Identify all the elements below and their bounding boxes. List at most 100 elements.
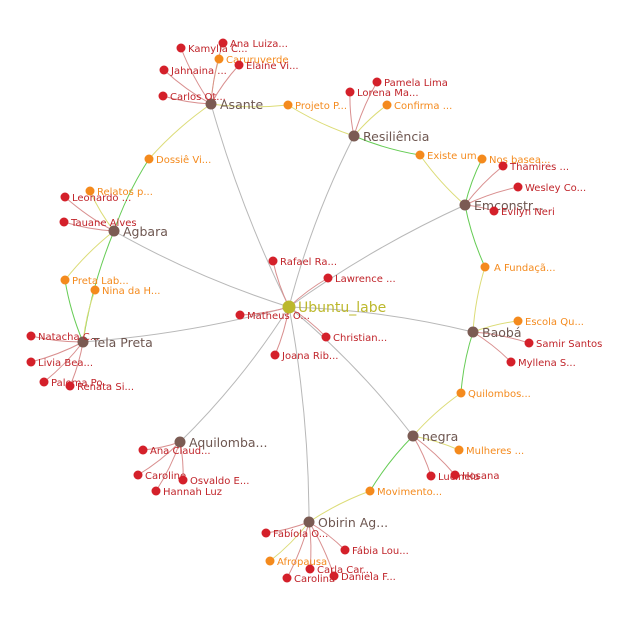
node-hosana[interactable]: Hosana [450, 470, 500, 483]
node-obirin-marker[interactable] [303, 516, 315, 528]
node-nosbasea-marker[interactable] [477, 154, 487, 164]
node-ubuntu-marker[interactable] [282, 300, 296, 314]
node-paloma-marker[interactable] [39, 377, 49, 387]
node-afundacao-marker[interactable] [480, 262, 490, 272]
node-caroline[interactable]: Caroline [133, 470, 187, 483]
node-evilyn[interactable]: Evilyn Neri [489, 206, 555, 219]
node-fabiola-marker[interactable] [261, 528, 271, 538]
node-samir-marker[interactable] [524, 338, 534, 348]
node-osvaldo-marker[interactable] [178, 475, 188, 485]
node-lorena[interactable]: Lorena Ma... [345, 87, 419, 100]
node-confirma[interactable]: Confirma ... [382, 100, 453, 113]
node-caruruverde[interactable]: Caruruverde [214, 54, 289, 67]
node-analuiza-marker[interactable] [218, 38, 228, 48]
node-mulheres-marker[interactable] [454, 445, 464, 455]
node-agbara-marker[interactable] [108, 225, 120, 237]
node-evilyn-marker[interactable] [489, 206, 499, 216]
node-aquilomba-marker[interactable] [174, 436, 186, 448]
node-movimento[interactable]: Movimento... [365, 486, 443, 499]
node-jahnaina-marker[interactable] [159, 65, 169, 75]
node-obirin[interactable]: Obirin Ag... [303, 515, 389, 530]
node-wesley-marker[interactable] [513, 182, 523, 192]
node-dossie-marker[interactable] [144, 154, 154, 164]
node-dossie[interactable]: Dossiê Vi... [144, 154, 212, 166]
node-rafael[interactable]: Rafael Ra... [268, 256, 338, 269]
node-anaclaudia-marker[interactable] [138, 445, 148, 455]
node-negra-marker[interactable] [407, 430, 419, 442]
node-tauane-marker[interactable] [59, 217, 69, 227]
node-ninadah-marker[interactable] [90, 285, 100, 295]
node-paloma[interactable]: Paloma Po... [39, 377, 112, 390]
node-baoba[interactable]: Baobá [467, 325, 522, 340]
node-joana-marker[interactable] [270, 350, 280, 360]
node-ninadah[interactable]: Nina da H... [90, 285, 161, 298]
node-livia-marker[interactable] [26, 357, 36, 367]
node-relatos[interactable]: Relatos p... [85, 186, 153, 199]
node-anaclaudia[interactable]: Ana Claud... [138, 445, 211, 458]
node-matheus-marker[interactable] [235, 310, 245, 320]
node-lawrence[interactable]: Lawrence ... [323, 273, 396, 286]
node-afropausa[interactable]: Afropausa [265, 556, 328, 569]
node-fabialou[interactable]: Fábia Lou... [340, 545, 409, 557]
node-carlos-marker[interactable] [158, 91, 168, 101]
node-carlacar[interactable]: Carla Car... [305, 564, 373, 577]
node-resiliencia[interactable]: Resiliência [348, 129, 430, 144]
node-christian-marker[interactable] [321, 332, 331, 342]
node-relatos-marker[interactable] [85, 186, 95, 196]
node-existe[interactable]: Existe um... [415, 150, 487, 163]
node-daniela-marker[interactable] [329, 571, 339, 581]
node-samir[interactable]: Samir Santos [524, 338, 603, 351]
node-movimento-marker[interactable] [365, 486, 375, 496]
node-pamela[interactable]: Pamela Lima [372, 77, 448, 90]
node-myllena-marker[interactable] [506, 357, 516, 367]
node-telapreta-marker[interactable] [77, 336, 89, 348]
node-livia[interactable]: Livia Bea... [26, 357, 94, 370]
node-confirma-marker[interactable] [382, 100, 392, 110]
node-agbara[interactable]: Agbara [108, 224, 168, 239]
node-pretalab-marker[interactable] [60, 275, 70, 285]
node-nosbasea[interactable]: Nos basea... [477, 154, 551, 167]
node-caroline-marker[interactable] [133, 470, 143, 480]
node-projeto[interactable]: Projeto P... [283, 100, 348, 113]
node-caruruverde-marker[interactable] [214, 54, 224, 64]
node-myllena[interactable]: Myllena S... [506, 357, 576, 370]
node-carlos[interactable]: Carlos Ot... [158, 91, 226, 104]
node-carolina[interactable]: Carolina [282, 573, 336, 586]
node-thamires[interactable]: Thamires ... [498, 161, 570, 174]
node-kamylla[interactable]: Kamylla C... [176, 43, 248, 56]
node-afundacao[interactable]: A Fundaçã... [480, 262, 556, 275]
node-baoba-marker[interactable] [467, 326, 479, 338]
node-lawrence-marker[interactable] [323, 273, 333, 283]
node-lorena-marker[interactable] [345, 87, 355, 97]
node-telapreta[interactable]: Tela Preta [77, 335, 153, 350]
node-projeto-marker[interactable] [283, 100, 293, 110]
node-negra[interactable]: negra [407, 429, 459, 444]
node-escolaqu-marker[interactable] [513, 316, 523, 326]
node-kamylla-marker[interactable] [176, 43, 186, 53]
node-escolaqu[interactable]: Escola Qu... [513, 316, 584, 329]
node-mulheres[interactable]: Mulheres ... [454, 445, 525, 458]
node-emconstr-marker[interactable] [459, 199, 471, 211]
node-renata[interactable]: Renata Si... [65, 381, 135, 394]
node-rafael-marker[interactable] [268, 256, 278, 266]
node-asante-marker[interactable] [205, 98, 217, 110]
node-existe-marker[interactable] [415, 150, 425, 160]
node-quilombos[interactable]: Quilombos... [456, 388, 531, 401]
node-joana[interactable]: Joana Rib... [270, 350, 339, 363]
node-aquilomba[interactable]: Aquilomba... [174, 435, 268, 450]
node-thamires-marker[interactable] [498, 161, 508, 171]
node-osvaldo[interactable]: Osvaldo E... [178, 475, 250, 488]
node-hannah-marker[interactable] [151, 486, 161, 496]
node-carolina-marker[interactable] [282, 573, 292, 583]
node-jahnaina[interactable]: Jahnaina ... [159, 65, 227, 78]
node-wesley[interactable]: Wesley Co... [513, 182, 587, 195]
node-elaine[interactable]: Elaine Vi... [234, 60, 299, 73]
node-tauane[interactable]: Tauane Alves [59, 217, 137, 230]
node-daniela[interactable]: Daniela F... [329, 571, 396, 584]
node-christian[interactable]: Christian... [321, 332, 388, 345]
node-fabiola[interactable]: Fabíola O... [261, 528, 329, 540]
node-natacha-marker[interactable] [26, 331, 36, 341]
node-pamela-marker[interactable] [372, 77, 382, 87]
node-resiliencia-marker[interactable] [348, 130, 360, 142]
